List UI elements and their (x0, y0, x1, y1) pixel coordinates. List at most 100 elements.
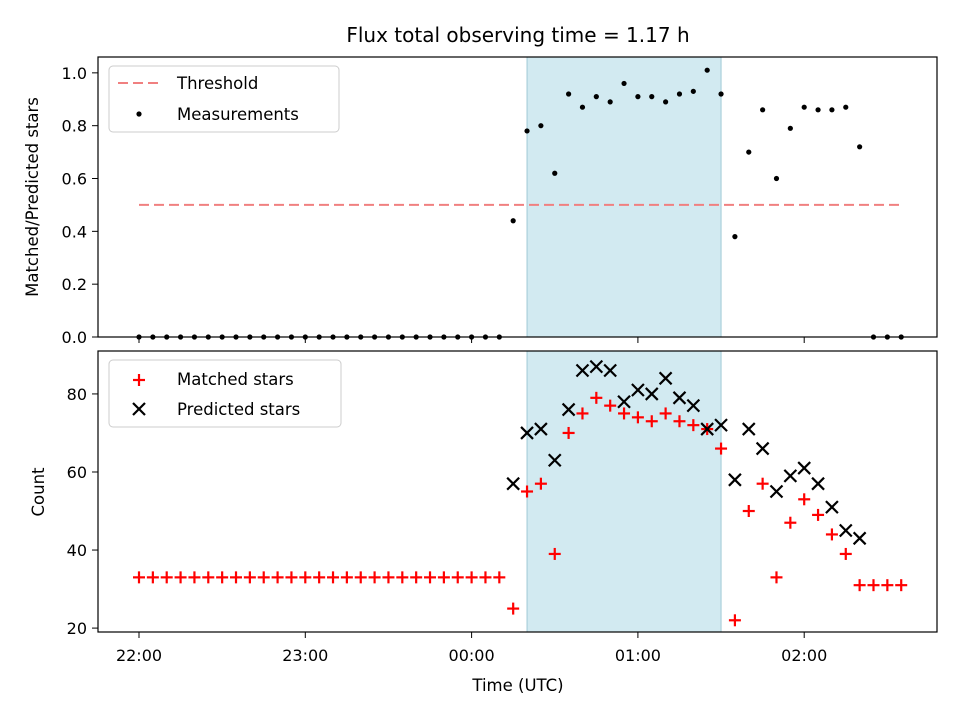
matched-star-point (576, 407, 589, 420)
bottom-panel: 20 40 60 80 22:00 23:00 00:00 01:00 02:00 Count… (29, 350, 938, 695)
matched-star-point (839, 547, 852, 560)
top-y-axis-label: Matched/Predicted stars (23, 97, 42, 297)
top-y-tick-label: 0.0 (62, 328, 87, 347)
matched-star-point (327, 571, 340, 584)
matched-star-point (382, 571, 395, 584)
matched-star-point (299, 571, 312, 584)
matched-star-point (368, 571, 381, 584)
matched-star-point (521, 485, 534, 498)
matched-star-point (437, 571, 450, 584)
top-legend-frame (108, 65, 340, 133)
legend-matched-swatch (133, 374, 145, 386)
predicted-star-point (506, 476, 520, 491)
matched-star-point (479, 571, 492, 584)
x-tick-label: 02:00 (781, 646, 827, 665)
predicted-star-point (714, 418, 728, 432)
matched-star-point (133, 571, 145, 584)
predicted-star-point (811, 476, 825, 491)
measurement-point (649, 94, 655, 100)
matched-star-point (202, 571, 215, 584)
matched-star-point (742, 505, 755, 518)
matched-star-point (659, 407, 672, 420)
matched-star-point (465, 571, 478, 584)
measurement-point (635, 94, 641, 100)
top-y-tick-label: 0.4 (62, 222, 87, 241)
legend-predicted-swatch (132, 402, 146, 416)
measurement-point (829, 107, 835, 113)
top-axes-frame (97, 56, 938, 338)
measurement-point (773, 175, 780, 182)
legend-threshold-label: Threshold (176, 74, 258, 93)
predicted-star-point (603, 363, 617, 378)
matched-star-point (257, 571, 270, 584)
predicted-star-point (561, 402, 576, 417)
predicted-star-point (825, 500, 839, 514)
predicted-star-point (728, 473, 742, 487)
matched-star-point (590, 391, 603, 404)
matched-star-point (354, 571, 367, 584)
x-tick-label: 00:00 (449, 646, 495, 665)
matched-star-point (216, 571, 229, 584)
measurement-point (538, 123, 544, 129)
measurement-point (815, 107, 821, 113)
measurement-point (510, 218, 516, 224)
matched-star-point (188, 571, 201, 584)
top-panel: 0.0 0.2 0.4 0.6 0.8 1.0 Matched/Predicted sta… (23, 56, 938, 347)
legend-predicted-label: Predicted stars (177, 400, 300, 419)
measurement-point (746, 149, 752, 155)
top-y-tick-label: 0.2 (62, 275, 87, 294)
bottom-y-tick-label: 80 (67, 385, 87, 404)
matched-star-point (146, 571, 159, 584)
predicted-star-point (700, 422, 714, 436)
matched-star-point (562, 426, 575, 439)
matched-star-point (687, 419, 700, 432)
predicted-star-points (506, 359, 867, 546)
matched-star-point (174, 571, 187, 584)
matched-star-point (618, 407, 631, 420)
measurement-point (801, 104, 807, 110)
top-y-tick-label: 1.0 (62, 64, 87, 83)
matched-star-point (507, 602, 520, 615)
predicted-star-point (617, 394, 631, 409)
matched-star-point (784, 516, 797, 529)
predicted-star-point (838, 523, 853, 538)
predicted-star-point (686, 398, 701, 413)
bottom-legend-frame (108, 359, 342, 428)
matched-star-point (424, 571, 437, 584)
measurement-point (732, 234, 738, 240)
measurement-point (760, 107, 766, 113)
matched-star-point (534, 477, 547, 490)
predicted-star-point (547, 453, 562, 468)
matched-star-point (645, 415, 658, 428)
predicted-star-point (644, 387, 659, 401)
matched-star-point (728, 614, 741, 627)
predicted-star-point (672, 391, 687, 405)
measurement-point (621, 80, 627, 87)
top-legend: Threshold Measurements (108, 65, 340, 133)
matched-star-point (770, 571, 783, 584)
bottom-y-tick-label: 60 (67, 463, 87, 482)
matched-star-point (340, 571, 353, 584)
measurement-point (718, 91, 724, 97)
matched-star-point (673, 415, 686, 428)
measurement-point (690, 88, 696, 94)
x-tick-label: 23:00 (282, 646, 328, 665)
bottom-y-tick-label: 40 (67, 541, 87, 560)
matched-star-point (798, 493, 811, 506)
matched-star-point (548, 547, 561, 560)
measurement-point (704, 67, 710, 73)
matched-star-point (812, 508, 825, 521)
top-shaded-region (526, 56, 722, 338)
matched-star-point (271, 571, 284, 584)
legend-measurements-swatch (136, 111, 142, 117)
top-y-tick-label: 0.6 (62, 170, 87, 189)
predicted-star-point (589, 359, 604, 374)
matched-star-point (604, 399, 617, 412)
matched-star-point (243, 571, 256, 584)
x-tick-label: 01:00 (615, 646, 661, 665)
matched-star-point (756, 477, 769, 490)
matched-star-point (451, 571, 464, 584)
predicted-star-point (852, 531, 867, 546)
x-axis-label: Time (UTC) (471, 676, 563, 695)
